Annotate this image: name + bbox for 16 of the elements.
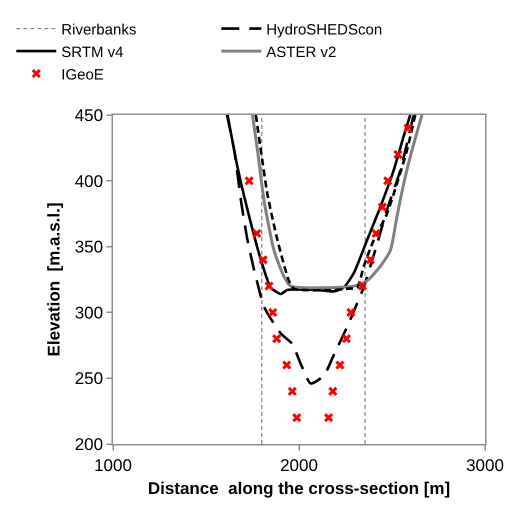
y-tick-label: 450 bbox=[74, 106, 104, 125]
legend-label: Riverbanks bbox=[61, 21, 136, 38]
y-axis-title: Elevation [m.a.s.l.] bbox=[44, 202, 64, 356]
y-tick-label: 300 bbox=[74, 303, 104, 322]
y-tick-label: 250 bbox=[74, 369, 104, 388]
y-tick-label: 400 bbox=[74, 172, 104, 191]
legend-label: SRTM v4 bbox=[61, 44, 124, 61]
x-tick-label: 3000 bbox=[466, 456, 504, 475]
y-tick-label: 200 bbox=[74, 434, 104, 454]
x-tick-label: 2000 bbox=[280, 456, 318, 475]
x-tick-label: 1000 bbox=[94, 456, 132, 475]
x-axis-title: Distance along the cross-section [m] bbox=[148, 479, 450, 498]
legend-label: IGeoE bbox=[61, 66, 104, 84]
y-tick-label: 350 bbox=[74, 238, 104, 257]
legend-label: ASTER v2 bbox=[266, 44, 336, 61]
legend-label: HydroSHEDScon bbox=[266, 21, 382, 38]
